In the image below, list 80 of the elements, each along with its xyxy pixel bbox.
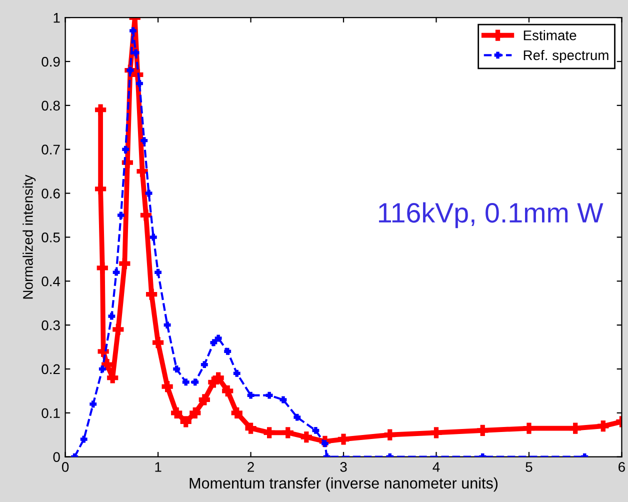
point (136, 80, 143, 87)
point (598, 420, 609, 432)
point (338, 434, 350, 445)
point (477, 424, 488, 436)
point (101, 359, 113, 370)
point (198, 394, 210, 406)
y-tick-label: 0.9 (42, 56, 60, 67)
legend-label: Ref. spectrum (524, 50, 608, 63)
point (312, 426, 320, 434)
point (132, 49, 140, 56)
point (140, 210, 152, 221)
point (117, 212, 124, 219)
x-tick-label: 2 (248, 462, 254, 472)
x-tick-label: 3 (340, 462, 347, 472)
point (146, 288, 158, 300)
point (94, 104, 106, 116)
x-tick-label: 4 (432, 462, 440, 472)
point (264, 427, 275, 438)
point (112, 268, 120, 276)
point (224, 348, 232, 355)
point (94, 183, 106, 194)
point (140, 137, 148, 144)
point (80, 436, 88, 443)
point (231, 407, 242, 418)
point (266, 392, 273, 399)
point (200, 361, 208, 368)
point (98, 365, 106, 372)
point (222, 385, 234, 396)
y-tick-label: 0.3 (42, 320, 60, 330)
point (180, 416, 192, 428)
y-tick-label: 0.2 (42, 364, 60, 374)
point (233, 370, 240, 377)
y-tick-label: 0.5 (42, 232, 60, 242)
point (247, 392, 254, 399)
point (112, 324, 124, 335)
point (130, 27, 136, 34)
y-tick-label: 0.1 (42, 408, 60, 418)
y-tick-label: 0 (53, 452, 60, 462)
x-tick-label: 6 (618, 462, 625, 472)
y-tick-label: 1 (54, 13, 60, 23)
annotation: 116kVp, 0.1mm W (379, 202, 604, 228)
point (190, 407, 201, 418)
point (164, 322, 171, 329)
y-tick-label: 0.7 (42, 144, 60, 155)
point (150, 234, 157, 241)
y-tick-label: 0.4 (42, 276, 60, 286)
point (96, 262, 108, 274)
point (245, 422, 256, 434)
point (173, 365, 180, 372)
legend-label: Estimate (524, 30, 576, 40)
point (152, 337, 164, 348)
point (192, 378, 199, 386)
point (136, 166, 148, 177)
point (280, 396, 287, 404)
point (154, 268, 162, 276)
point (119, 258, 130, 270)
point (122, 146, 130, 153)
point (90, 400, 97, 408)
point (214, 334, 222, 342)
point (162, 380, 173, 392)
point (523, 422, 535, 434)
point (294, 414, 301, 421)
point (384, 429, 396, 440)
x-tick-label: 1 (155, 462, 162, 472)
point (430, 427, 442, 438)
x-axis-title: Momentum transfer (inverse nanometer units) (190, 477, 498, 492)
y-axis-title: Normalized intensity (22, 174, 36, 299)
point (145, 190, 152, 197)
point (212, 372, 224, 384)
x-tick-label: 5 (526, 462, 532, 472)
point (171, 407, 182, 418)
point (282, 427, 294, 438)
x-tick-label: 0 (62, 462, 69, 472)
point (210, 339, 218, 346)
y-tick-label: 0.8 (42, 100, 60, 111)
point (570, 422, 581, 434)
point (108, 312, 116, 320)
point (182, 378, 190, 386)
point (300, 432, 312, 443)
y-tick-label: 0.6 (42, 188, 60, 198)
